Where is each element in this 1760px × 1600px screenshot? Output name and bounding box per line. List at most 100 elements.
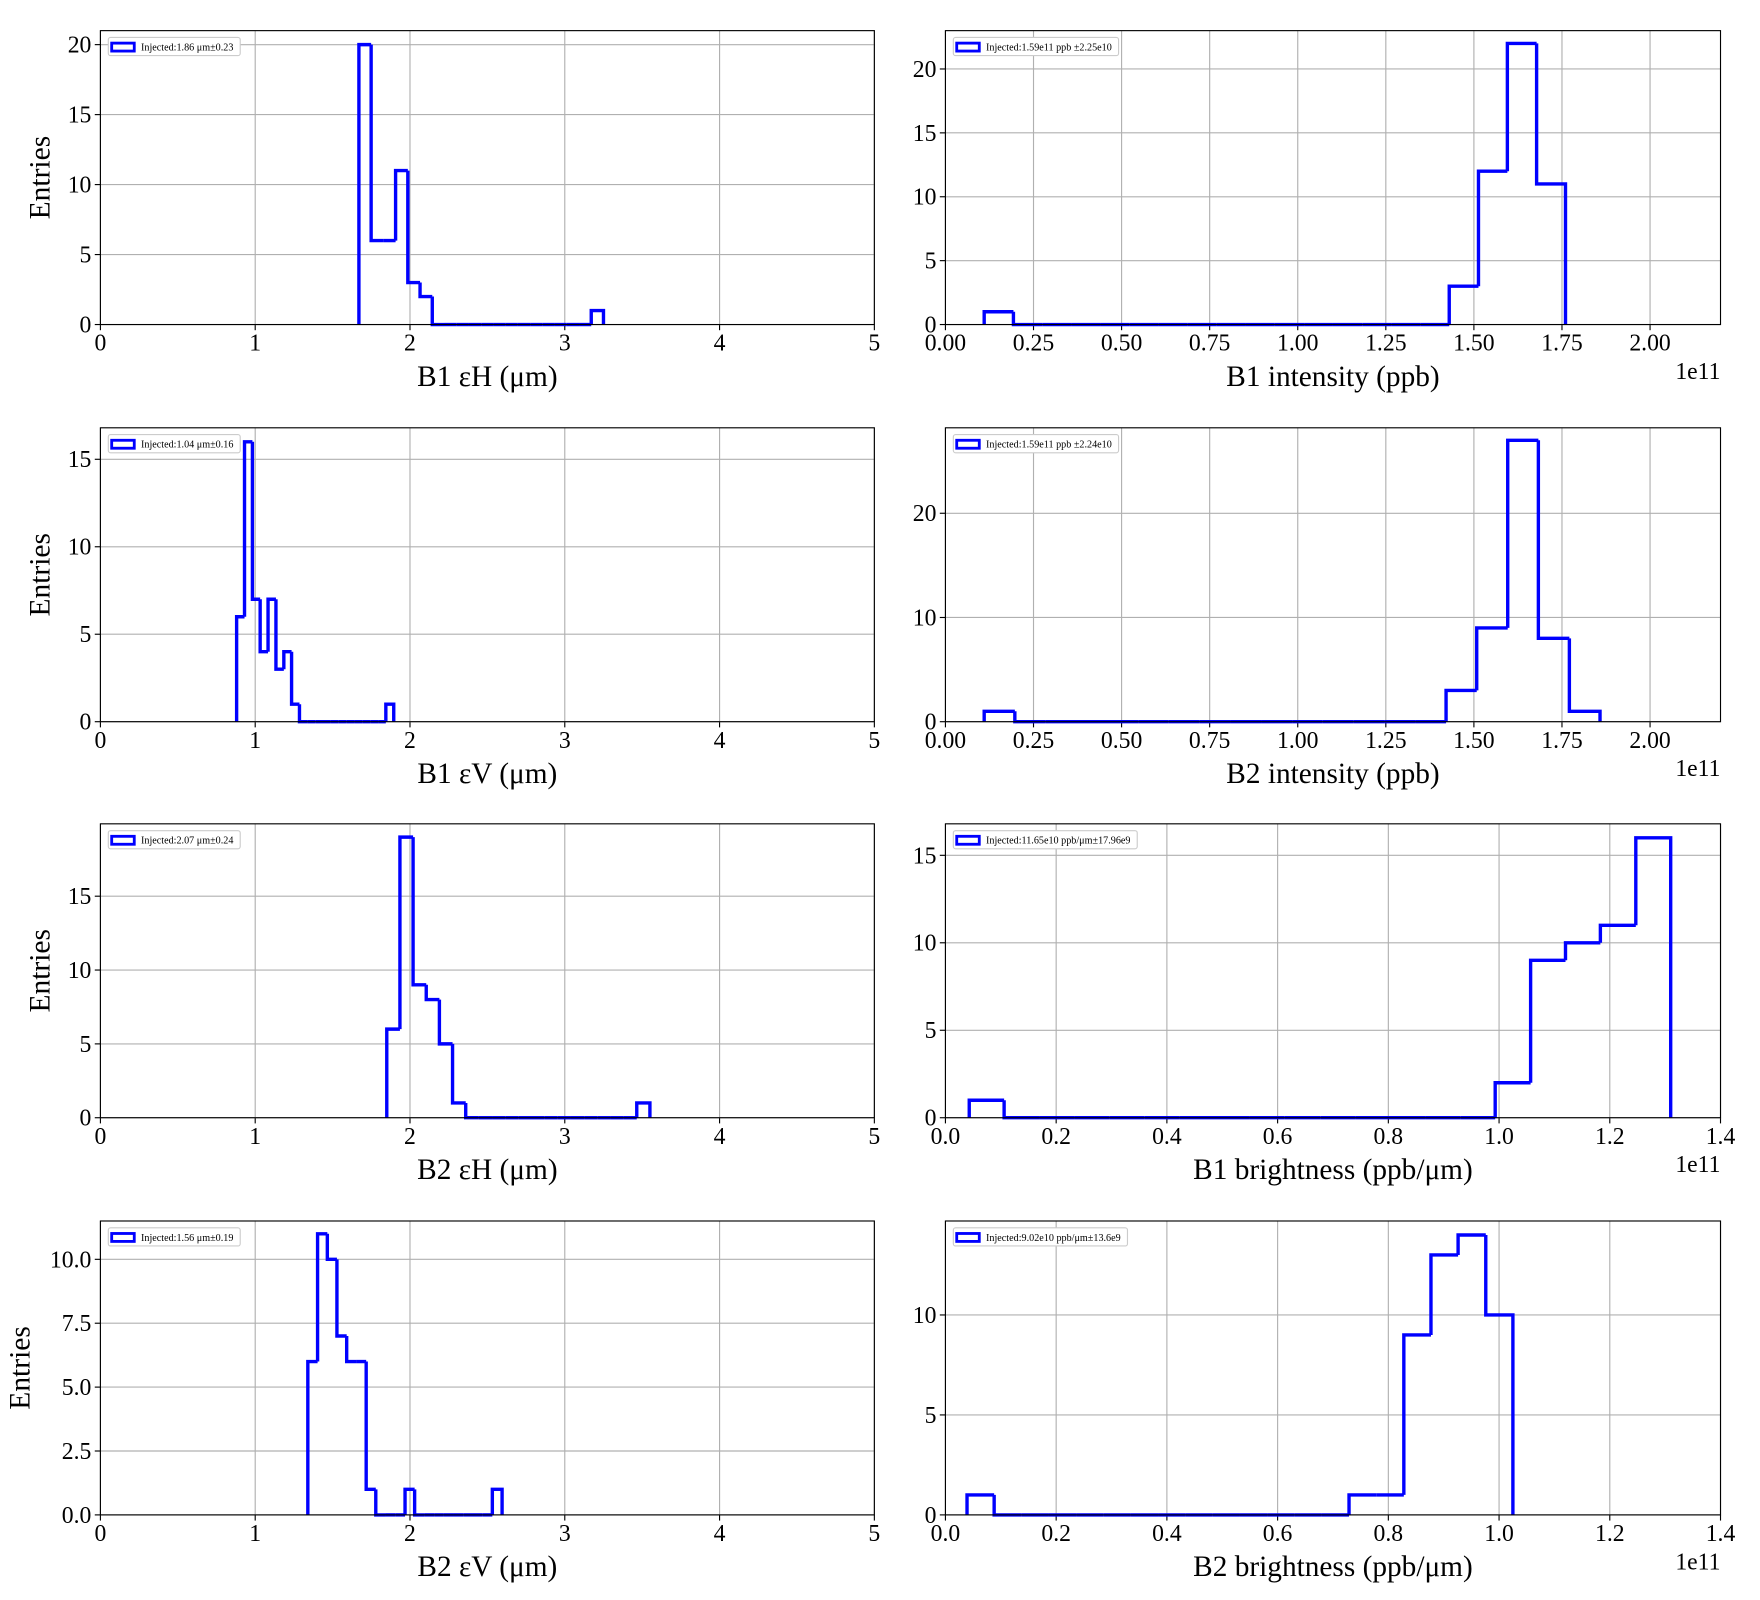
- histogram-step: [1484, 1234, 1515, 1515]
- x-tick-label: 0.00: [925, 331, 966, 357]
- x-tick-label: 1.4: [1706, 1521, 1736, 1547]
- y-tick-label: 7.5: [62, 1311, 92, 1337]
- subplot: 0 1 2 3 4 5 0 5 10 15 Injected:2.07 μm±0.24 B2 εH (…: [25, 823, 880, 1186]
- histogram-step: [1567, 638, 1602, 722]
- y-tick-label: 5.0: [62, 1375, 92, 1401]
- x-tick-label: 1.2: [1595, 1521, 1625, 1547]
- x-tick-label: 5: [868, 728, 880, 754]
- x-tick-label: 2.00: [1629, 728, 1670, 754]
- y-tick-label: 10: [913, 185, 937, 211]
- histogram-step: [403, 1487, 415, 1515]
- y-tick-label: 10: [913, 1303, 937, 1329]
- x-tick-label: 5: [868, 1521, 880, 1547]
- histogram-step: [282, 650, 292, 670]
- legend-label: Injected:1.59e11 ppb ±2.25e10: [986, 42, 1112, 53]
- histogram-step: [635, 1101, 652, 1118]
- x-tick-label: 1.00: [1277, 728, 1318, 754]
- x-offset-label: 1e11: [1675, 756, 1720, 782]
- legend-box: [107, 1227, 241, 1247]
- axes-frame: [99, 1220, 875, 1516]
- histogram-step: [424, 984, 440, 1002]
- x-axis-label: B1 εH (μm): [417, 361, 557, 393]
- x-axis-label: B1 brightness (ppb/μm): [1193, 1154, 1473, 1186]
- y-tick-label: 15: [68, 447, 92, 473]
- legend-box: [107, 830, 241, 850]
- x-tick-label: 0.4: [1152, 1124, 1182, 1150]
- x-tick-label: 2.00: [1629, 331, 1670, 357]
- x-tick-label: 0: [94, 728, 106, 754]
- y-tick-label: 20: [68, 33, 92, 59]
- histogram-step: [1476, 169, 1508, 287]
- axes-frame: [99, 823, 875, 1119]
- histogram-step: [344, 1336, 357, 1364]
- x-tick-label: 3: [559, 728, 571, 754]
- x-tick-label: 5: [868, 331, 880, 357]
- x-tick-label: 1: [249, 1521, 261, 1547]
- y-tick-label: 0: [925, 312, 937, 338]
- subplot: 0 1 2 3 4 5 0.0 2.5 5.0 7.5 10.0 Injected:1.56 μm±0…: [4, 1220, 880, 1583]
- histogram-step: [1347, 1493, 1377, 1515]
- y-tick-label: 10: [68, 958, 92, 984]
- x-axis-label: B1 intensity (ppb): [1226, 361, 1439, 393]
- x-tick-label: 1.4: [1706, 1124, 1736, 1150]
- axes-frame: [944, 30, 1722, 326]
- histogram-step: [357, 42, 372, 325]
- x-tick-label: 1: [249, 728, 261, 754]
- x-tick-label: 0.0: [931, 1124, 961, 1150]
- x-offset-label: 1e11: [1675, 1549, 1720, 1575]
- y-tick-label: 15: [913, 121, 937, 147]
- x-tick-label: 4: [714, 1124, 726, 1150]
- plot-area: [945, 1220, 1721, 1515]
- y-tick-label: 15: [68, 102, 92, 128]
- x-tick-label: 2: [404, 728, 416, 754]
- histogram-step: [384, 702, 396, 722]
- histogram-step: [1447, 284, 1479, 325]
- x-tick-label: 0.6: [1263, 1124, 1293, 1150]
- x-tick-label: 0.50: [1101, 331, 1142, 357]
- x-tick-label: 0: [94, 1124, 106, 1150]
- histogram-step: [1563, 941, 1601, 961]
- axes-frame: [99, 30, 875, 326]
- x-tick-label: 1.25: [1365, 331, 1406, 357]
- x-tick-label: 1.50: [1453, 331, 1494, 357]
- histogram-step: [589, 308, 606, 325]
- y-tick-label: 10: [68, 172, 92, 198]
- plot-area: [100, 427, 875, 722]
- histogram-step: [1506, 438, 1539, 628]
- histogram-step: [965, 1493, 995, 1515]
- histogram-step: [1598, 923, 1636, 943]
- histogram-step: [266, 597, 276, 652]
- x-tick-label: 0.75: [1189, 331, 1230, 357]
- histogram-step: [967, 1098, 1005, 1118]
- y-tick-label: 10: [913, 931, 937, 957]
- x-tick-label: 4: [714, 331, 726, 357]
- x-tick-label: 3: [559, 331, 571, 357]
- histogram-step: [1528, 958, 1566, 1083]
- plot-area: [100, 30, 875, 325]
- y-tick-label: 10: [913, 605, 937, 631]
- x-tick-label: 1.00: [1277, 331, 1318, 357]
- x-tick-label: 0.2: [1041, 1124, 1071, 1150]
- y-tick-label: 5: [80, 242, 92, 268]
- axes-frame: [944, 823, 1722, 1119]
- legend-swatch: [110, 41, 136, 53]
- y-tick-label: 10: [68, 535, 92, 561]
- y-tick-label: 5: [925, 1403, 937, 1429]
- x-tick-label: 0.0: [931, 1521, 961, 1547]
- y-tick-label: 15: [68, 884, 92, 910]
- legend-swatch: [110, 834, 136, 846]
- y-tick-label: 5: [925, 1018, 937, 1044]
- histogram-step: [406, 170, 421, 285]
- y-tick-label: 0: [925, 710, 937, 736]
- subplot: 0.0 0.2 0.4 0.6 0.8 1.0 1.2 1.4 0 5 10 15 Injected:1…: [913, 823, 1736, 1186]
- histogram-step: [274, 599, 284, 671]
- y-tick-label: 20: [913, 501, 937, 527]
- plot-area: [945, 823, 1721, 1118]
- axes-frame: [944, 427, 1722, 723]
- y-tick-label: 15: [913, 843, 937, 869]
- x-axis-label: B2 brightness (ppb/μm): [1193, 1551, 1473, 1583]
- legend-label: Injected:11.65e10 ppb/μm±17.96e9: [986, 836, 1130, 847]
- plot-area: [945, 427, 1721, 722]
- x-tick-label: 1: [249, 331, 261, 357]
